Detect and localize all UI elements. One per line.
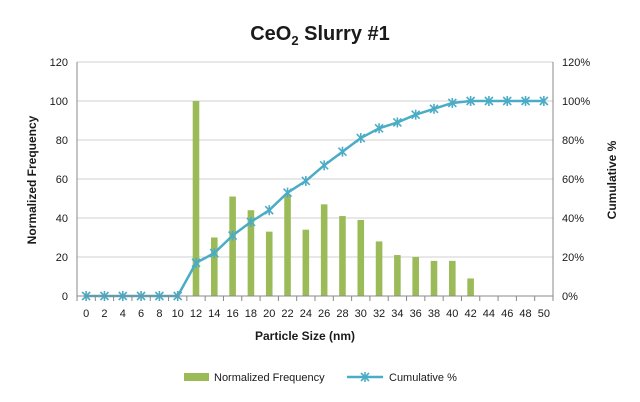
x-tick-label: 6: [138, 308, 144, 320]
x-tick-label: 24: [300, 308, 312, 320]
chart-title-main: CeO: [250, 23, 291, 45]
bar: [211, 237, 218, 296]
x-tick-label: 38: [428, 308, 440, 320]
line-point: [520, 96, 531, 106]
line-point: [356, 133, 366, 144]
line-series: [81, 96, 549, 301]
bar: [302, 229, 310, 296]
x-tick-label: 30: [355, 308, 367, 320]
line-point: [209, 248, 219, 259]
bar: [375, 241, 383, 296]
x-tick-label: 2: [101, 308, 107, 320]
x-tick-label: 34: [391, 308, 403, 320]
bar-series: [192, 101, 474, 296]
y2-tick-label: 0%: [562, 291, 578, 303]
bar: [412, 257, 419, 296]
x-tick-label: 22: [281, 308, 293, 320]
line-point: [228, 230, 238, 241]
line-point: [429, 103, 439, 114]
chart-title-subscript: 2: [291, 33, 298, 48]
line-point: [246, 216, 256, 227]
legend-swatch-bar: [184, 373, 209, 381]
bar: [357, 219, 365, 296]
x-tick-label: 8: [156, 308, 162, 320]
x-tick-label: 32: [373, 308, 385, 320]
bar: [284, 194, 291, 296]
x-tick-label: 28: [336, 308, 348, 320]
bar: [229, 196, 236, 296]
bar: [339, 216, 346, 296]
cumulative-line: [86, 99, 544, 298]
chart-title-rest: Slurry #1: [299, 23, 390, 45]
x-tick-label: 50: [538, 308, 550, 320]
line-point: [360, 372, 370, 382]
legend: Normalized Frequency Cumulative %: [184, 372, 457, 384]
legend-label-line: Cumulative %: [389, 372, 457, 384]
x-tick-label: 14: [208, 308, 220, 320]
x-tick-label: 46: [501, 308, 513, 320]
y-tick-label: 80: [56, 135, 68, 147]
bar: [394, 255, 401, 296]
y2-tick-label: 100%: [562, 96, 590, 108]
line-point: [374, 123, 384, 134]
bar: [467, 278, 474, 296]
line-point: [282, 187, 293, 198]
bar: [192, 101, 200, 296]
gridlines: [77, 61, 553, 258]
x-tick-label: 16: [226, 308, 238, 320]
y-tick-label: 40: [56, 213, 68, 225]
line-point: [191, 257, 201, 268]
x-tick-label: 40: [446, 308, 458, 320]
y2-tick-label: 20%: [562, 252, 584, 264]
y2-tick-label: 120%: [562, 57, 590, 69]
line-point: [466, 96, 476, 106]
line-point: [301, 175, 311, 186]
line-point: [484, 96, 494, 106]
line-point: [264, 205, 274, 216]
bar: [265, 231, 273, 296]
y2-tick-label: 80%: [562, 135, 584, 147]
x-tick-label: 10: [172, 308, 184, 320]
y-tick-label: 100: [50, 96, 68, 108]
bar: [449, 260, 456, 296]
x-tick-label: 42: [464, 308, 476, 320]
legend-label-bar: Normalized Frequency: [214, 372, 325, 384]
y2-axis-title: Cumulative %: [605, 140, 619, 219]
x-tick-label: 0: [83, 308, 89, 320]
y-axis-title: Normalized Frequency: [25, 115, 39, 244]
x-tick-label: 4: [120, 308, 126, 320]
x-tick-label: 44: [483, 308, 495, 320]
y2-tick-label: 60%: [562, 174, 584, 186]
line-point: [392, 117, 402, 128]
y-tick-label: 60: [56, 174, 68, 186]
x-tick-label: 26: [318, 308, 330, 320]
x-tick-label: 18: [245, 308, 257, 320]
y-tick-label: 120: [50, 57, 68, 69]
line-point: [337, 146, 348, 157]
line-point: [447, 97, 457, 108]
x-axis-title: Particle Size (nm): [255, 329, 355, 343]
line-point: [411, 109, 421, 120]
line-point: [502, 96, 512, 106]
y2-tick-label: 40%: [562, 213, 584, 225]
x-tick-label: 12: [190, 308, 202, 320]
line-point: [319, 160, 329, 171]
chart-title: CeO2 Slurry #1: [250, 23, 390, 48]
x-tick-label: 36: [410, 308, 422, 320]
line-point: [539, 96, 549, 106]
bar: [247, 210, 255, 296]
bar: [320, 204, 328, 296]
bar: [430, 260, 438, 296]
x-tick-label: 20: [263, 308, 275, 320]
y-tick-label: 20: [56, 252, 68, 264]
x-tick-label: 48: [519, 308, 531, 320]
y-tick-label: 0: [62, 291, 68, 303]
